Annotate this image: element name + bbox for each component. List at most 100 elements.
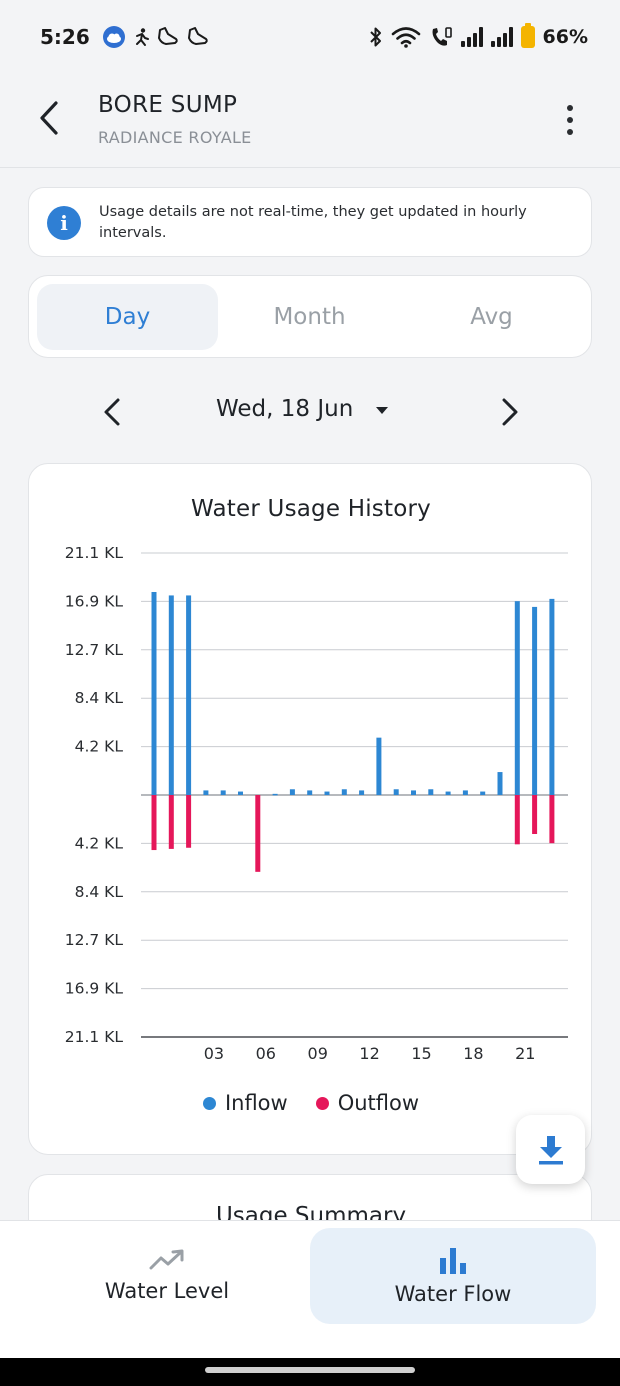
outflow-bar [168,795,174,849]
inflow-bar [272,793,278,796]
outflow-dot [315,1096,329,1110]
outflow-bar [186,795,192,848]
x-tick-label: 12 [359,1044,379,1063]
inflow-bar [238,791,243,795]
chart-title: Water Usage History [191,496,431,522]
caret-down-icon[interactable] [376,407,388,414]
water-usage-chart: 21.1 KL 16.9 KL 12.7 KL 8.4 KL 4.2 KL 4.2 KL 8… [65,544,568,1063]
inflow-bar [307,790,313,795]
battery-icon [520,23,535,48]
info-text: Usage details are not real-time, they ge… [99,204,527,241]
bar-chart-icon [440,1248,466,1274]
nav-water-level[interactable]: Water Level [24,1228,310,1324]
x-tick-label: 09 [308,1044,328,1063]
status-time: 5:26 [40,25,90,49]
inflow-bar [203,790,209,795]
shoe-icon [157,27,178,45]
period-tabs: Day Month Avg [28,275,592,358]
y-tick-label: 16.9 KL [65,592,124,610]
chevron-right-icon [502,398,518,426]
y-tick-label: 12.7 KL [65,931,124,949]
status-right-icons: 66% [369,23,588,48]
signal-icon [460,27,483,47]
inflow-bar [411,790,416,795]
legend-outflow[interactable]: Outflow [315,1091,420,1115]
inflow-bar [341,789,347,795]
back-button[interactable] [30,96,70,140]
weather-icon [102,26,125,48]
inflow-bar [376,737,382,795]
info-icon: i [47,206,81,240]
previous-date-button[interactable] [92,390,132,434]
download-icon [538,1135,563,1164]
x-tick-label: 03 [204,1044,224,1063]
y-tick-label: 16.9 KL [65,980,124,998]
gesture-handle[interactable] [205,1367,415,1373]
info-banner: i Usage details are not real-time, they … [28,187,592,257]
outflow-bar [532,795,538,834]
tab-avg[interactable]: Avg [470,304,513,330]
x-tick-label: 06 [256,1044,276,1063]
date-navigator: Wed, 18 Jun [0,380,620,444]
inflow-bar [480,791,486,795]
x-tick-label: 18 [463,1044,483,1063]
nav-water-flow[interactable]: Water Flow [310,1228,596,1324]
inflow-bar [359,790,365,795]
x-tick-label: 21 [515,1044,535,1063]
app-bar: BORE SUMP RADIANCE ROYALE [0,74,620,168]
date-picker-label[interactable]: Wed, 18 Jun [216,396,354,422]
legend-outflow-label: Outflow [337,1091,420,1115]
y-tick-label: 8.4 KL [75,883,124,901]
inflow-bar [151,591,157,795]
outflow-bar [549,795,555,844]
inflow-bar [462,790,468,795]
back-arrow-icon [40,101,58,135]
y-tick-label: 21.1 KL [65,1028,124,1046]
inflow-bar [393,789,399,795]
bottom-navigation: Water Level Water Flow [0,1220,620,1358]
activity-icon [135,28,149,46]
inflow-bar [445,791,451,795]
next-date-button[interactable] [490,390,530,434]
inflow-bar [186,595,192,795]
outflow-bar [514,795,520,845]
nav-water-flow-label: Water Flow [394,1282,512,1306]
battery-percent: 66% [542,26,588,48]
system-gesture-bar [0,1358,620,1386]
wifi-icon [391,27,420,48]
shoe-icon [187,27,208,45]
legend-inflow-label: Inflow [224,1091,288,1115]
inflow-bar [428,789,434,795]
y-tick-label: 4.2 KL [75,834,124,852]
more-vertical-icon [567,105,573,111]
water-usage-chart-card: Water Usage History 21.1 KL 16.9 KL 12.7 K… [28,463,592,1155]
inflow-dot [202,1096,216,1110]
inflow-bar [549,598,555,795]
inflow-bar [220,790,226,795]
chevron-left-icon [104,398,120,426]
y-tick-label: 12.7 KL [65,641,124,659]
download-button[interactable] [516,1115,585,1184]
tab-month[interactable]: Month [273,304,346,330]
page-subtitle: RADIANCE ROYALE [98,128,252,147]
outflow-bar [151,795,157,851]
inflow-bar [324,791,330,795]
y-tick-label: 4.2 KL [75,738,124,756]
page-title: BORE SUMP [98,92,238,118]
y-tick-label: 21.1 KL [65,544,124,562]
bluetooth-icon [369,27,381,47]
inflow-bar [532,606,538,795]
trending-up-icon [149,1249,184,1270]
y-tick-label: 8.4 KL [75,689,124,707]
status-left-icons [102,25,210,49]
outflow-bar [255,795,261,872]
more-options-button[interactable] [558,102,582,138]
chart-legend: Inflow Outflow [29,1091,593,1115]
inflow-bar [514,601,520,795]
legend-inflow[interactable]: Inflow [202,1091,288,1115]
tab-day[interactable]: Day [37,284,218,350]
inflow-bar [168,595,174,795]
inflow-bar [497,772,503,795]
nav-water-level-label: Water Level [104,1279,230,1303]
signal-icon [490,27,513,47]
